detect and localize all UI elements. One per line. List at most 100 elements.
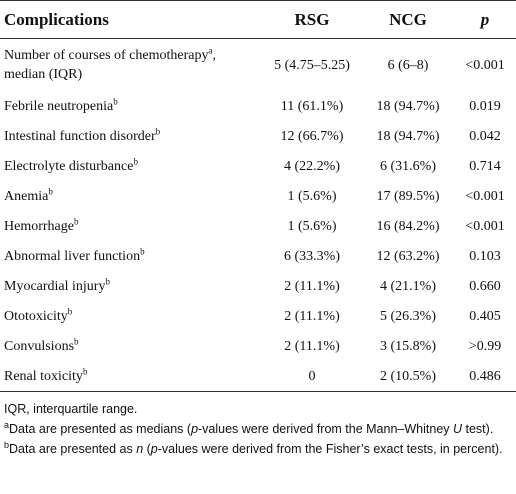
cell: <0.001 (465, 188, 505, 204)
cell: 18 (94.7%) (376, 128, 440, 144)
cell: 12 (63.2%) (376, 248, 440, 264)
cell: 3 (15.8%) (380, 338, 436, 354)
footnote-marker: b (113, 95, 118, 106)
footnote: aData are presented as medians (p-values… (4, 420, 512, 438)
footnote-text: test). (462, 422, 494, 436)
header-text: NCG (389, 9, 427, 29)
label-text: Electrolyte disturbance (4, 158, 134, 174)
label-text: Febrile neutropenia (4, 98, 114, 114)
footnote-marker: b (4, 439, 10, 450)
footnote-text: Data are presented as medians ( (9, 422, 192, 436)
cell: 11 (61.1%) (280, 98, 344, 114)
footnote-text: p (191, 422, 199, 436)
table-row: Abnormal liver functionb 6 (33.3%) 12 (63.… (0, 241, 516, 271)
header-cell: p (454, 0, 516, 39)
cell: 6 (33.3%) (284, 248, 340, 264)
row-label: Ototoxicityb (0, 301, 262, 331)
table-row: Renal toxicityb 0 2 (10.5%) 0.486 (0, 361, 516, 392)
table-row: Hemorrhageb 1 (5.6%) 16 (84.2%) <0.001 (0, 211, 516, 241)
cell: 1 (5.6%) (287, 188, 337, 204)
footnote-marker: b (155, 125, 161, 136)
table-body: Number of courses of chemotherapya, medi… (0, 39, 516, 392)
label-text: Abnormal liver function (4, 248, 141, 264)
row-label: Hemorrhageb (0, 211, 262, 241)
cell: 0.103 (469, 248, 501, 264)
header-text: RSG (294, 9, 330, 29)
cell: 0.486 (454, 361, 516, 392)
label-text: Hemorrhage (4, 218, 74, 234)
row-label: Renal toxicityb (0, 361, 262, 392)
cell: 2 (10.5%) (362, 361, 454, 392)
table-row: Intestinal function disorderb 12 (66.7%) 1… (0, 121, 516, 151)
row-label: Febrile neutropeniab (0, 91, 262, 121)
label-text: Renal toxicity (4, 368, 83, 384)
footnote-text: p (150, 442, 158, 456)
footnote-text: -values were derived from the Fisher’s e… (157, 442, 503, 456)
label-text: Number of courses of chemotherapy (4, 48, 209, 63)
cell: 0.405 (469, 308, 501, 324)
cell: 0 (262, 361, 362, 392)
row-label: Number of courses of chemotherapya, medi… (0, 39, 262, 92)
label-text: Intestinal function disorder (4, 128, 156, 144)
data-table: Complications RSG NCG p Number of courses o… (0, 0, 516, 392)
row-label: Myocardial injuryb (0, 271, 262, 301)
footnote-marker: b (140, 245, 145, 256)
cell: 5 (26.3%) (380, 308, 436, 324)
footnote-marker: b (73, 215, 79, 226)
cell: 1 (5.6%) (287, 218, 337, 234)
cell: 2 (11.1%) (284, 278, 340, 294)
table-row: Febrile neutropeniab 11 (61.1%) 18 (94.7%)… (0, 91, 516, 121)
row-label: Convulsionsb (0, 331, 262, 361)
table-row: Number of courses of chemotherapya, medi… (0, 39, 516, 92)
header-cell: Complications (0, 0, 262, 39)
cell: 6 (31.6%) (380, 158, 436, 174)
cell: 12 (66.7%) (280, 128, 344, 144)
footnote-marker: b (48, 185, 53, 196)
footnote: bData are presented as n (p-values were … (4, 440, 512, 458)
row-label: Abnormal liver functionb (0, 241, 262, 271)
row-label: Anemiab (0, 181, 262, 211)
table-row: Myocardial injuryb 2 (11.1%) 4 (21.1%) 0.66… (0, 271, 516, 301)
label-text: Ototoxicity (4, 308, 68, 324)
footnote-text: IQR, interquartile range. (4, 402, 138, 416)
header-text: p (480, 9, 490, 29)
header-cell: NCG (362, 0, 454, 39)
cell: 2 (11.1%) (284, 308, 340, 324)
label-text: , median (IQR) (4, 48, 216, 82)
cell: <0.001 (465, 218, 505, 234)
header-row: Complications RSG NCG p (0, 0, 516, 39)
footnote-text: Data are presented as (9, 442, 137, 456)
footnote-marker: b (133, 155, 138, 166)
cell: 16 (84.2%) (376, 218, 440, 234)
footnote-text: U (453, 422, 463, 436)
cell: <0.001 (465, 57, 505, 73)
cell: 6 (6–8) (387, 57, 429, 73)
footnote-marker: b (82, 365, 88, 376)
cell: 0.019 (469, 98, 501, 114)
table-row: Ototoxicityb 2 (11.1%) 5 (26.3%) 0.405 (0, 301, 516, 331)
cell: >0.99 (468, 338, 502, 354)
label-text: Anemia (4, 188, 49, 204)
header-cell: RSG (262, 0, 362, 39)
table-row: Convulsionsb 2 (11.1%) 3 (15.8%) >0.99 (0, 331, 516, 361)
header-text: Complications (4, 9, 109, 29)
cell: 0.660 (469, 278, 501, 294)
cell: 5 (4.75–5.25) (274, 57, 350, 73)
footnote-text: ( (143, 442, 151, 456)
footnote-marker: b (67, 305, 73, 316)
label-text: Convulsions (4, 338, 75, 354)
footnote-marker: a (208, 45, 213, 56)
cell: 4 (22.2%) (284, 158, 340, 174)
cell: 18 (94.7%) (376, 98, 440, 114)
label-text: Myocardial injury (4, 278, 106, 294)
footnote-marker: b (74, 335, 79, 346)
cell: 17 (89.5%) (376, 188, 440, 204)
footnote-text: n (136, 442, 144, 456)
table-row: Anemiab 1 (5.6%) 17 (89.5%) <0.001 (0, 181, 516, 211)
footnote-text: -values were derived from the Mann–Whitn… (198, 422, 453, 436)
cell: 0.042 (469, 128, 501, 144)
row-label: Intestinal function disorderb (0, 121, 262, 151)
cell: 0.714 (469, 158, 501, 174)
cell: 2 (11.1%) (284, 338, 340, 354)
